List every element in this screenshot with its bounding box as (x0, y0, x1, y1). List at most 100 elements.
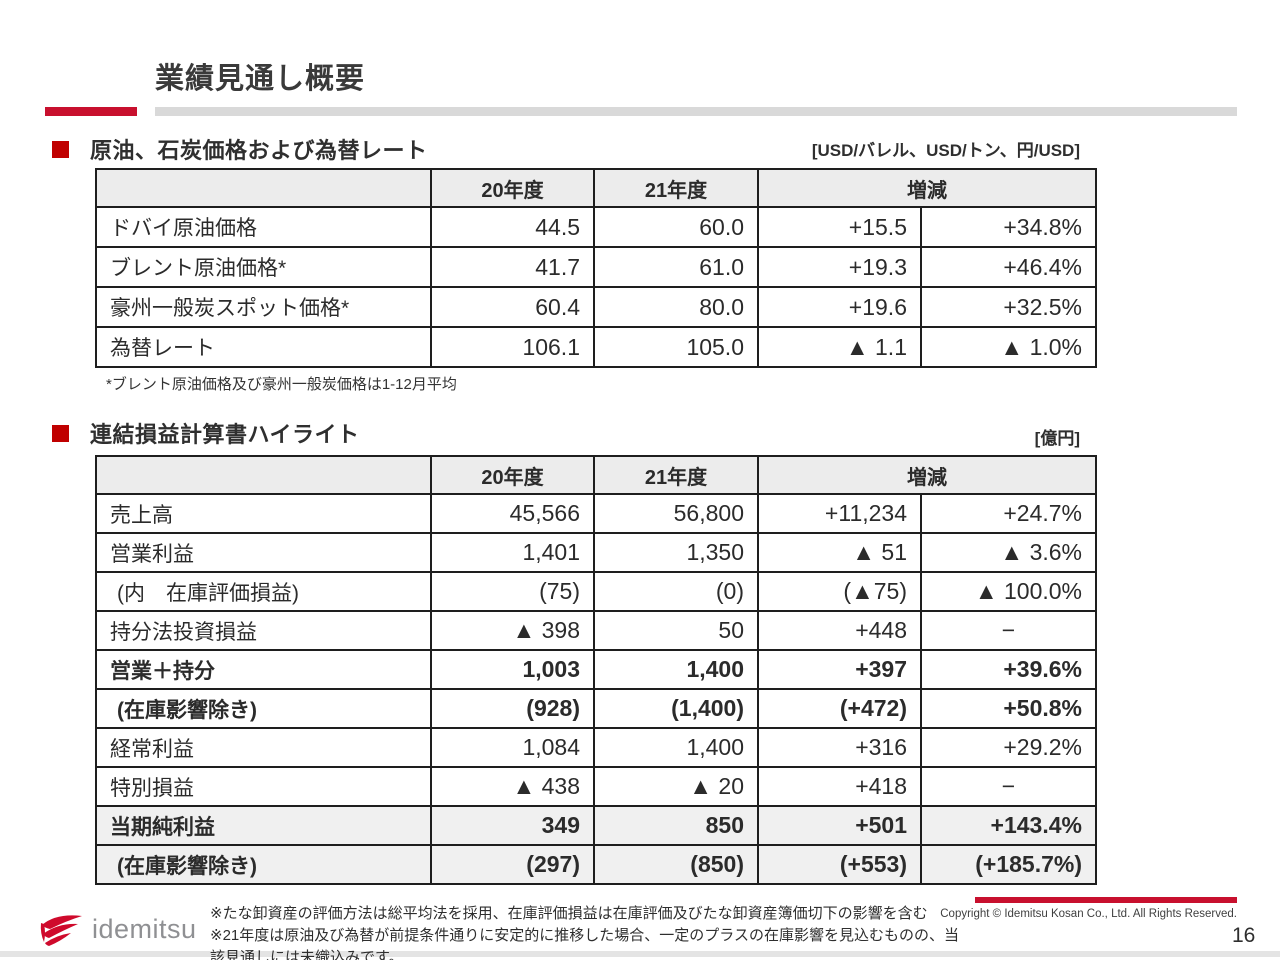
table-row: 売上高 45,566 56,800 +11,234 +24.7% (95, 493, 1097, 534)
table-row: (内 在庫評価損益) (75) (0) (▲75) ▲ 100.0% (95, 572, 1097, 612)
cell-change-pct: +34.8% (920, 206, 1097, 248)
table-row: 当期純利益 349 850 +501 +143.4% (95, 805, 1097, 846)
cell-fy20: 45,566 (430, 493, 595, 534)
title-underline-red (45, 107, 137, 116)
header-fy21: 21年度 (593, 168, 759, 208)
cell-change: ▲ 51 (757, 532, 922, 573)
red-square-bullet-icon (52, 140, 69, 158)
row-label: ドバイ原油価格 (95, 206, 432, 248)
header-fy20: 20年度 (430, 168, 595, 208)
logo-wordmark: idemitsu (92, 914, 197, 944)
cell-fy21: 61.0 (593, 246, 759, 288)
table-row: 持分法投資損益 ▲ 398 50 +448 − (95, 610, 1097, 651)
cell-fy20: 349 (430, 805, 595, 846)
cell-fy21: (0) (593, 572, 759, 612)
cell-fy21: 1,400 (593, 727, 759, 768)
cell-change: +397 (757, 649, 922, 690)
cell-fy20: 44.5 (430, 206, 595, 248)
cell-change: +19.3 (757, 246, 922, 288)
cell-fy20: 1,084 (430, 727, 595, 768)
pl-table: 20年度 21年度 増減 売上高 45,566 56,800 +11,234 +… (95, 455, 1097, 885)
cell-change: +11,234 (757, 493, 922, 534)
cell-change: +19.6 (757, 286, 922, 328)
page-number: 16 (1232, 924, 1256, 947)
cell-change-pct: − (920, 766, 1097, 807)
row-label: (内 在庫評価損益) (95, 572, 432, 612)
row-label: ブレント原油価格* (95, 246, 432, 288)
title-underline-gray (155, 107, 1237, 116)
row-label: (在庫影響除き) (95, 689, 432, 729)
cell-fy21: 60.0 (593, 206, 759, 248)
cell-fy20: 1,401 (430, 532, 595, 573)
cell-fy20: (75) (430, 572, 595, 612)
red-square-bullet-icon (52, 424, 69, 442)
header-fy20: 20年度 (430, 455, 595, 495)
page-title: 業績見通し概要 (155, 63, 366, 95)
prices-table-header-row: 20年度 21年度 増減 (95, 168, 1097, 208)
cell-fy21: ▲ 20 (593, 766, 759, 807)
cell-change: (+553) (757, 845, 922, 885)
cell-change-pct: ▲ 1.0% (920, 326, 1097, 368)
row-label: 売上高 (95, 493, 432, 534)
cell-fy21: 50 (593, 610, 759, 651)
section-prices-header: 原油、石炭価格および為替レート (52, 133, 428, 165)
row-label: 経常利益 (95, 727, 432, 768)
cell-fy20: (297) (430, 845, 595, 885)
table-row: (在庫影響除き) (928) (1,400) (+472) +50.8% (95, 689, 1097, 729)
cell-fy21: 850 (593, 805, 759, 846)
table-row: 営業＋持分 1,003 1,400 +397 +39.6% (95, 649, 1097, 690)
cell-fy21: 80.0 (593, 286, 759, 328)
prices-table: 20年度 21年度 増減 ドバイ原油価格 44.5 60.0 +15.5 +34… (95, 168, 1097, 368)
cell-change-pct: ▲ 100.0% (920, 572, 1097, 612)
cell-change: +418 (757, 766, 922, 807)
cell-fy20: ▲ 398 (430, 610, 595, 651)
cell-change: +448 (757, 610, 922, 651)
footnote-line: ※たな卸資産の評価方法は総平均法を採用、在庫評価損益は在庫評価及びたな卸資産簿価… (210, 905, 928, 922)
cell-change: +501 (757, 805, 922, 846)
table-row: 営業利益 1,401 1,350 ▲ 51 ▲ 3.6% (95, 532, 1097, 573)
prices-footnote: *ブレント原油価格及び豪州一般炭価格は1-12月平均 (106, 376, 457, 393)
header-empty-cell (95, 455, 432, 495)
footer-notes: ※たな卸資産の評価方法は総平均法を採用、在庫評価損益は在庫評価及びたな卸資産簿価… (210, 903, 970, 960)
cell-change: +15.5 (757, 206, 922, 248)
table-row: ドバイ原油価格 44.5 60.0 +15.5 +34.8% (95, 206, 1097, 248)
section-prices-unit-label: [USD/バレル、USD/トン、円/USD] (811, 141, 1080, 160)
cell-fy21: 1,400 (593, 649, 759, 690)
header-change: 増減 (757, 168, 1097, 208)
cell-fy21: (850) (593, 845, 759, 885)
cell-fy21: 1,350 (593, 532, 759, 573)
section-pl-unit-label: [億円] (1034, 429, 1080, 448)
header-empty-cell (95, 168, 432, 208)
cell-fy20: 60.4 (430, 286, 595, 328)
cell-change-pct: ▲ 3.6% (920, 532, 1097, 573)
footer-divider (0, 951, 1280, 957)
cell-change-pct: +24.7% (920, 493, 1097, 534)
table-row: 特別損益 ▲ 438 ▲ 20 +418 − (95, 766, 1097, 807)
header-fy21: 21年度 (593, 455, 759, 495)
row-label: 営業＋持分 (95, 649, 432, 690)
cell-change-pct: (+185.7%) (920, 845, 1097, 885)
cell-change: ▲ 1.1 (757, 326, 922, 368)
cell-fy20: (928) (430, 689, 595, 729)
header-change: 増減 (757, 455, 1097, 495)
idemitsu-flame-icon (40, 915, 82, 946)
cell-fy20: 1,003 (430, 649, 595, 690)
cell-change-pct: +50.8% (920, 689, 1097, 729)
row-label: (在庫影響除き) (95, 845, 432, 885)
copyright-text: Copyright © Idemitsu Kosan Co., Ltd. All… (940, 908, 1237, 920)
section-prices-title: 原油、石炭価格および為替レート (90, 138, 428, 163)
idemitsu-logo: idemitsu (40, 911, 197, 948)
cell-fy20: ▲ 438 (430, 766, 595, 807)
cell-fy20: 106.1 (430, 326, 595, 368)
cell-fy21: (1,400) (593, 689, 759, 729)
cell-change-pct: +29.2% (920, 727, 1097, 768)
row-label: 当期純利益 (95, 805, 432, 846)
section-pl-title: 連結損益計算書ハイライト (90, 422, 360, 447)
table-row: 為替レート 106.1 105.0 ▲ 1.1 ▲ 1.0% (95, 326, 1097, 368)
footer-red-bar (975, 897, 1237, 903)
row-label: 為替レート (95, 326, 432, 368)
cell-change: +316 (757, 727, 922, 768)
cell-change: (▲75) (757, 572, 922, 612)
cell-change-pct: +143.4% (920, 805, 1097, 846)
